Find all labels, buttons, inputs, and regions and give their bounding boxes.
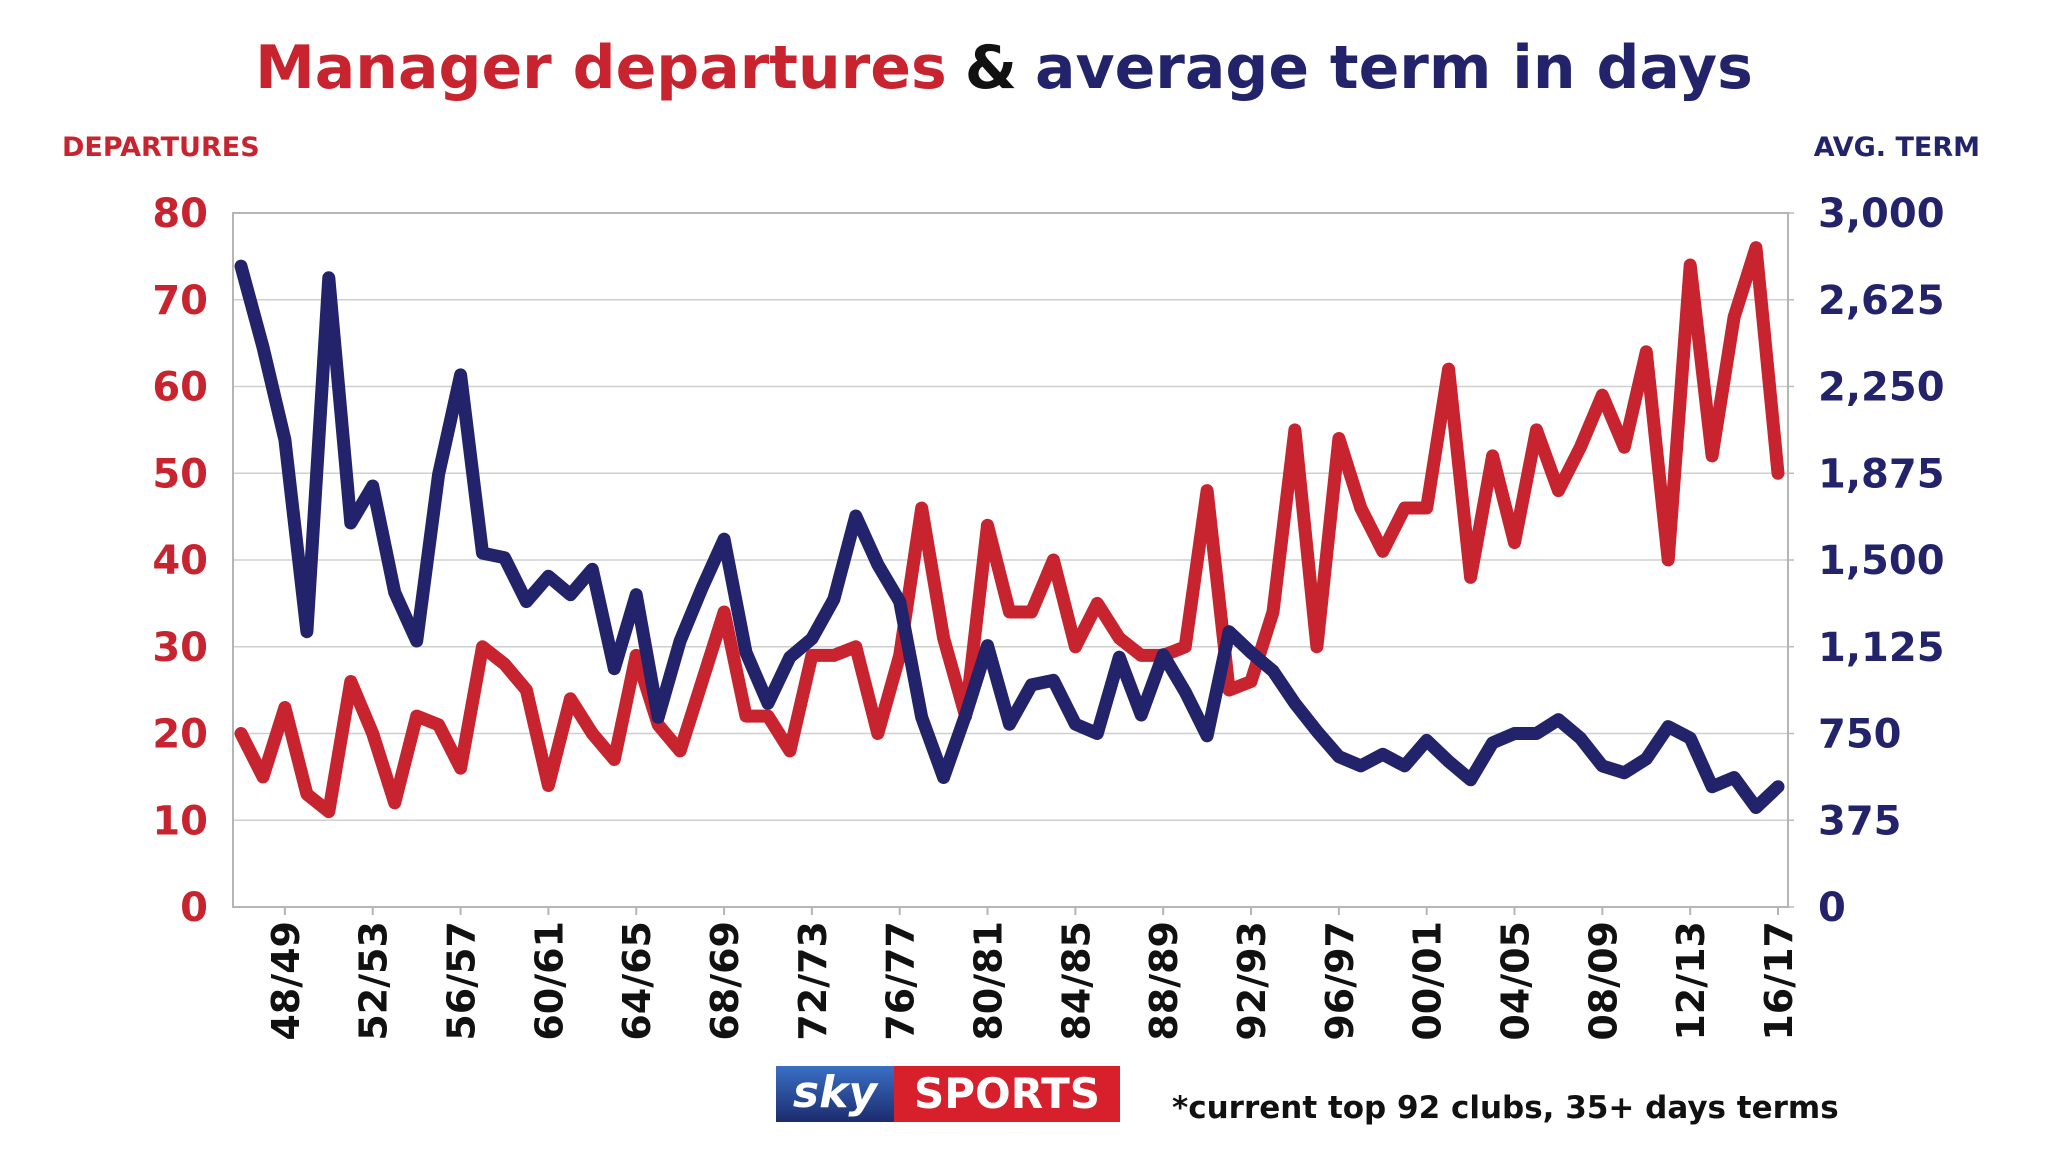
y-axis-label: DEPARTURES [62,132,260,163]
title-part: & [965,33,1017,103]
logo-sky: sky [793,1067,879,1118]
series-line [234,259,1785,814]
y-tick-label: 0 [180,885,208,931]
x-tick-label: 56/57 [440,921,484,1041]
y2-tick-label: 2,625 [1818,278,1945,324]
y2-tick-label: 375 [1818,798,1902,844]
y-tick-label: 60 [152,365,208,411]
logo-sky-box [776,1066,894,1122]
y-tick-label: 80 [152,191,208,237]
logo-sports: SPORTS [914,1069,1100,1118]
x-tick-label: 52/53 [352,921,396,1041]
x-tick-label: 12/13 [1669,921,1713,1041]
x-tick-label: 68/69 [703,921,747,1041]
y2-tick-label: 750 [1818,712,1902,758]
title-part: average term in days [1035,33,1753,103]
x-tick-label: 00/01 [1406,921,1450,1041]
x-tick-label: 64/65 [615,921,659,1041]
x-tick-label: 08/09 [1581,921,1625,1041]
y-tick-label: 70 [152,278,208,324]
y2-axis-label: AVG. TERM [1814,132,1980,163]
title-part: Manager departures [255,33,947,103]
y2-tick-label: 3,000 [1818,191,1945,237]
x-tick-label: 84/85 [1054,921,1098,1041]
y2-tick-label: 2,250 [1818,365,1945,411]
x-tick-label: 96/97 [1318,921,1362,1041]
logo-sports-box [894,1066,1120,1122]
x-tick-label: 48/49 [264,921,308,1041]
y-tick-label: 50 [152,451,208,497]
y-tick-label: 30 [152,625,208,671]
y2-tick-label: 1,500 [1818,538,1945,584]
x-tick-label: 72/73 [791,921,835,1041]
x-tick-label: 88/89 [1142,921,1186,1041]
chart-title: Manager departures & average term in days [255,33,1753,103]
y2-tick-label: 1,875 [1818,451,1945,497]
series-line [234,241,1785,819]
y2-tick-label: 1,125 [1818,625,1945,671]
x-tick-label: 80/81 [967,921,1011,1041]
x-tick-label: 16/17 [1757,921,1801,1041]
footnote: *current top 92 clubs, 35+ days terms [1172,1090,1839,1126]
y-tick-label: 10 [152,798,208,844]
x-tick-label: 60/61 [527,921,571,1041]
x-tick-label: 92/93 [1230,921,1274,1041]
x-tick-label: 76/77 [879,921,923,1041]
logo: sky SPORTS [776,1066,1120,1122]
y-tick-label: 20 [152,712,208,758]
plot-frame [232,212,1789,908]
y-tick-label: 40 [152,538,208,584]
y2-tick-label: 0 [1818,885,1846,931]
x-tick-label: 04/05 [1494,921,1538,1041]
